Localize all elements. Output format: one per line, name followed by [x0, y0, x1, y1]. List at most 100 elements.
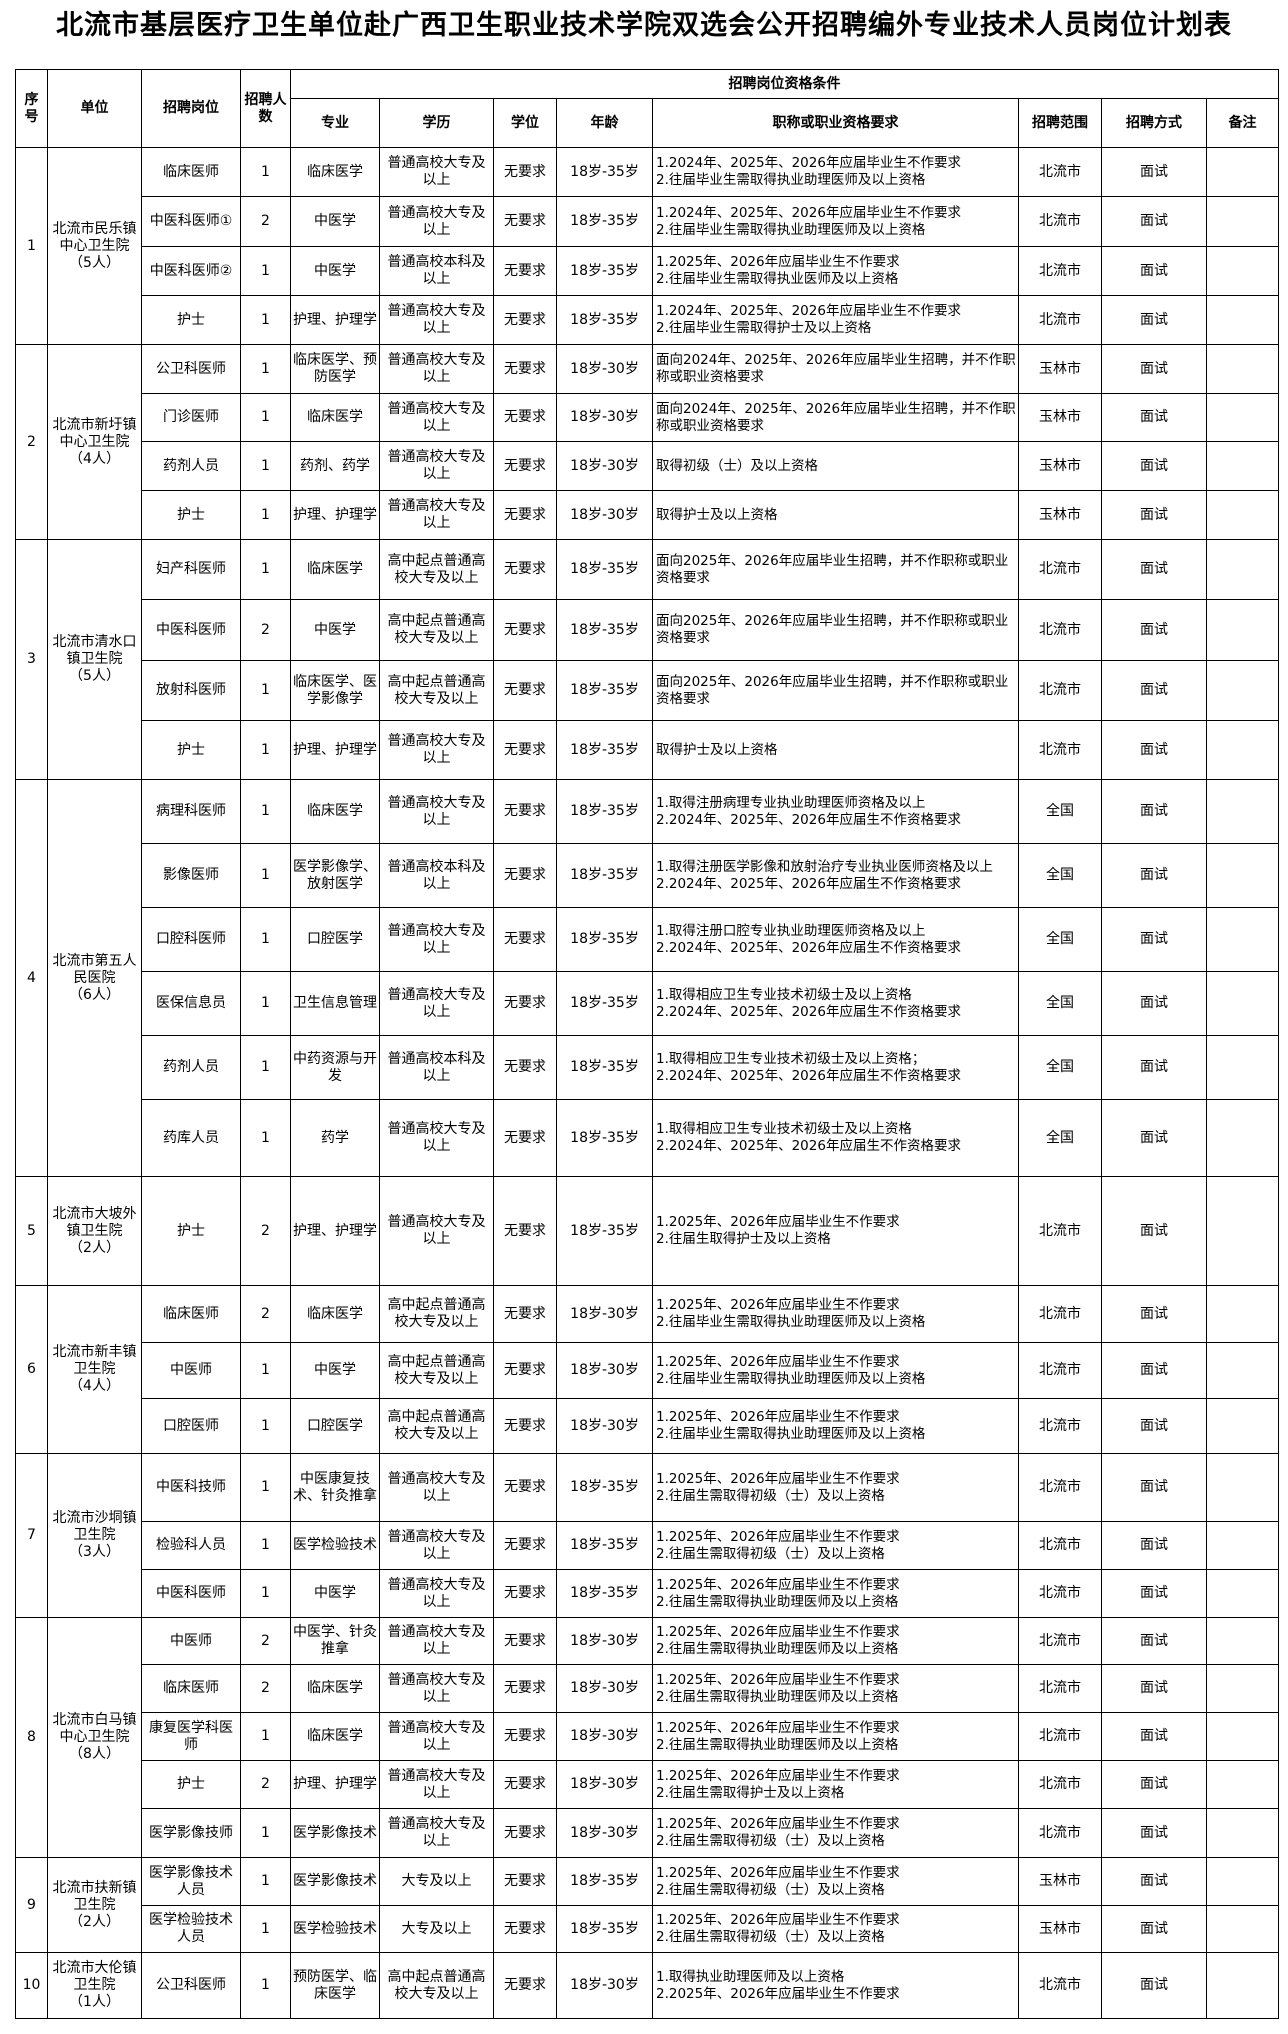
method-cell: 面试 [1101, 539, 1207, 600]
method-cell: 面试 [1101, 246, 1207, 296]
degree-cell: 无要求 [493, 1099, 557, 1177]
header-count: 招聘人数 [240, 69, 291, 148]
requirement-line: 1.2025年、2026年应届毕业生不作要求 [656, 1912, 900, 1928]
age-cell: 18岁-35岁 [556, 147, 653, 197]
remark-cell [1206, 1712, 1279, 1761]
count-cell: 1 [240, 1712, 291, 1761]
major-cell: 药学 [290, 1099, 380, 1177]
requirement-line: 面向2024年、2025年、2026年应届毕业生招聘，并不作职称或职业资格要求 [656, 352, 1016, 385]
degree-cell: 无要求 [493, 1521, 557, 1570]
count-cell: 1 [240, 660, 291, 721]
unit-name: 北流市清水口镇卫生院 [52, 634, 137, 667]
count-cell: 1 [240, 1569, 291, 1618]
edu-cell: 高中起点普通高校大专及以上 [379, 539, 494, 600]
requirement-line: 1.2024年、2025年、2026年应届毕业生不作要求 [656, 204, 961, 221]
requirement-line: 2.往届生需取得初级（士）及以上资格 [656, 1545, 885, 1562]
unit-total: （6人） [69, 986, 120, 1003]
edu-cell: 普通高校大专及以上 [379, 295, 494, 345]
requirement-line: 1.2025年、2026年应届毕业生不作要求 [656, 1624, 900, 1640]
requirement-cell: 1.2025年、2026年应届毕业生不作要求 2.往届毕业生需取得执业医师及以上资… [652, 246, 1019, 296]
seq-cell: 10 [15, 1952, 48, 2019]
edu-cell: 大专及以上 [379, 1905, 494, 1953]
method-cell: 面试 [1101, 779, 1207, 844]
requirement-cell: 面向2025年、2026年应届毕业生招聘，并不作职称或职业资格要求 [652, 660, 1019, 721]
requirement-line: 2.往届毕业生需取得护士及以上资格 [656, 320, 872, 336]
remark-cell [1206, 490, 1279, 540]
major-cell: 医学影像技术 [290, 1808, 380, 1858]
table-row: 中医师 1 中医学 高中起点普通高校大专及以上 无要求 18岁-30岁 1.2025年、20… [16, 1342, 1279, 1399]
table-row: 5 北流市大坡外镇卫生院 （2人） 护士 2 护理、护理学 普通高校大专及以上 无要求 18岁-… [15, 1176, 1279, 1286]
count-cell: 1 [240, 1808, 291, 1858]
remark-cell [1206, 720, 1279, 780]
edu-cell: 高中起点普通高校大专及以上 [379, 1285, 494, 1343]
count-cell: 1 [240, 344, 291, 394]
post-cell: 中医科医师 [141, 1569, 241, 1618]
remark-cell [1206, 147, 1279, 197]
count-cell: 1 [240, 1342, 291, 1399]
seq-cell: 2 [15, 344, 48, 540]
remark-cell [1206, 1664, 1279, 1713]
count-cell: 1 [240, 1099, 291, 1177]
degree-cell: 无要求 [493, 779, 557, 844]
requirement-line: 1.2025年、2026年应届毕业生不作要求 [656, 1864, 900, 1881]
post-cell: 护士 [141, 295, 241, 345]
major-cell: 中医学 [290, 1342, 380, 1399]
major-cell: 临床医学 [290, 393, 380, 442]
table-row: 护士 1 护理、护理学 普通高校大专及以上 无要求 18岁-30岁 取得护士及以上资格 玉林市… [16, 490, 1279, 540]
method-cell: 面试 [1101, 660, 1207, 721]
method-cell: 面试 [1101, 1569, 1207, 1618]
method-cell: 面试 [1101, 344, 1207, 394]
count-cell: 1 [240, 246, 291, 296]
requirement-line: 2.2024年、2025年、2026年应届生不作资格要求 [656, 1003, 961, 1020]
count-cell: 2 [240, 196, 291, 247]
unit-total: （8人） [69, 1746, 120, 1762]
requirement-cell: 取得护士及以上资格 [652, 490, 1019, 540]
major-cell: 医学影像学、放射医学 [290, 843, 380, 908]
requirement-line: 2.往届毕业生需取得执业助理医师及以上资格 [656, 221, 926, 238]
table-row: 10 北流市大伦镇卫生院 （1人） 公卫科医师 1 预防医学、临床医学 高中起点普通高校大专… [15, 1952, 1279, 2019]
degree-cell: 无要求 [493, 1952, 557, 2019]
degree-cell: 无要求 [493, 1712, 557, 1761]
scope-cell: 玉林市 [1018, 1905, 1102, 1953]
scope-cell: 北流市 [1018, 1398, 1102, 1454]
scope-cell: 全国 [1018, 907, 1102, 972]
degree-cell: 无要求 [493, 1176, 557, 1286]
requirement-line: 取得护士及以上资格 [656, 506, 778, 523]
degree-cell: 无要求 [493, 344, 557, 394]
age-cell: 18岁-35岁 [556, 779, 653, 844]
age-cell: 18岁-30岁 [556, 1712, 653, 1761]
remark-cell [1206, 1285, 1279, 1343]
scope-cell: 北流市 [1018, 599, 1102, 661]
count-cell: 1 [240, 1035, 291, 1100]
degree-cell: 无要求 [493, 1342, 557, 1399]
post-cell: 公卫科医师 [141, 344, 241, 394]
count-cell: 1 [240, 1453, 291, 1522]
table-row: 6 北流市新丰镇卫生院 （4人） 临床医师 2 临床医学 高中起点普通高校大专及以上 无要求 1… [15, 1285, 1279, 1454]
degree-cell: 无要求 [493, 147, 557, 197]
edu-cell: 高中起点普通高校大专及以上 [379, 1952, 494, 2019]
count-cell: 1 [240, 539, 291, 600]
remark-cell [1206, 779, 1279, 844]
requirement-line: 面向2024年、2025年、2026年应届毕业生招聘，并不作职称或职业资格要求 [656, 400, 1016, 434]
requirement-line: 取得初级（士）及以上资格 [656, 457, 818, 474]
edu-cell: 普通高校大专及以上 [379, 393, 494, 442]
seq-cell: 4 [15, 779, 48, 1177]
scope-cell: 北流市 [1018, 196, 1102, 247]
age-cell: 18岁-35岁 [556, 1905, 653, 1953]
post-cell: 护士 [141, 1176, 241, 1286]
count-cell: 1 [240, 907, 291, 972]
unit-name: 北流市第五人民医院 [52, 952, 137, 986]
edu-cell: 普通高校大专及以上 [379, 1760, 494, 1809]
scope-cell: 北流市 [1018, 1342, 1102, 1399]
degree-cell: 无要求 [493, 1617, 557, 1665]
scope-cell: 北流市 [1018, 1952, 1102, 2019]
remark-cell [1206, 344, 1279, 394]
requirement-cell: 1.2025年、2026年应届毕业生不作要求 2.往届毕业生需取得执业助理医师及以… [652, 1285, 1019, 1343]
scope-cell: 北流市 [1018, 1521, 1102, 1570]
requirement-line: 1.2025年、2026年应届毕业生不作要求 [656, 1353, 900, 1370]
age-cell: 18岁-35岁 [556, 1176, 653, 1286]
remark-cell [1206, 246, 1279, 296]
requirement-line: 2.往届生需取得执业助理医师及以上资格 [656, 1736, 899, 1753]
header-edu: 学历 [379, 98, 494, 148]
degree-cell: 无要求 [493, 539, 557, 600]
